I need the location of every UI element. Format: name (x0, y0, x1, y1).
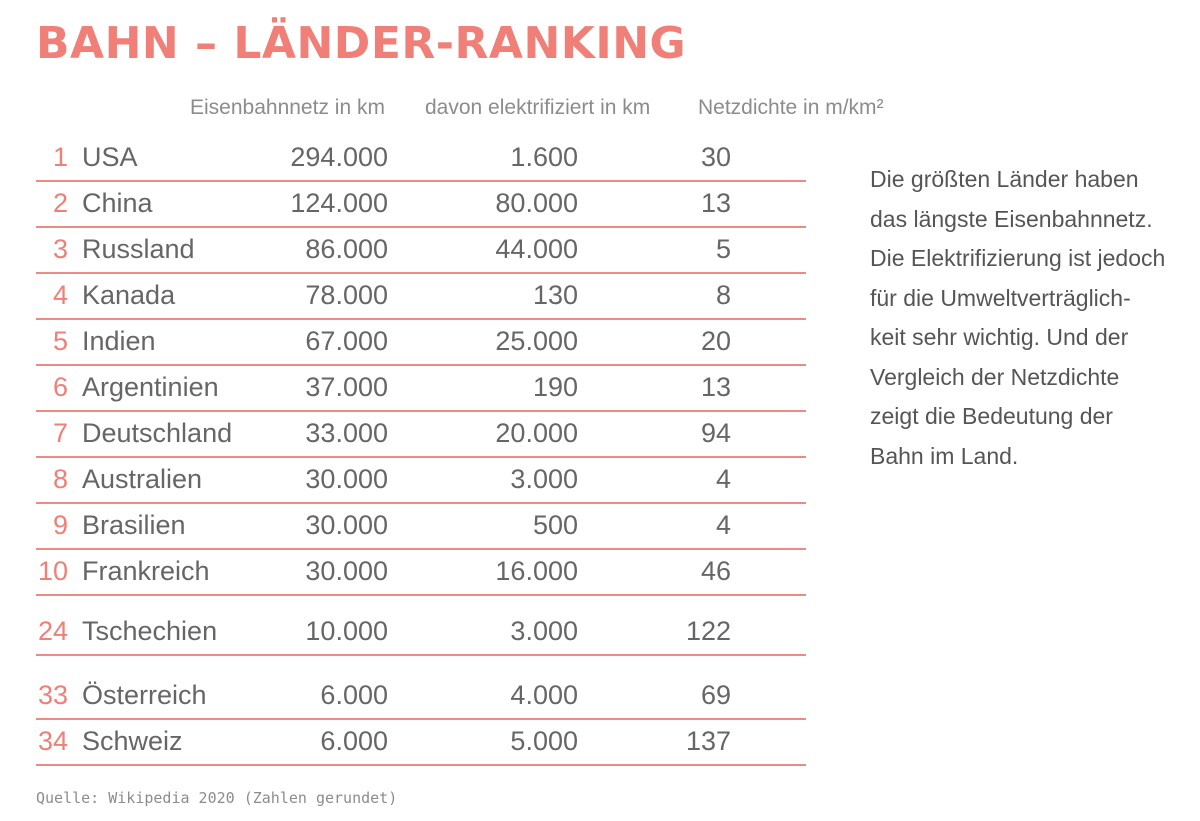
description-text: Die größten Länder haben das längste Eis… (870, 160, 1190, 476)
description-line: Die Elektrifizierung ist jedoch (870, 245, 1166, 271)
country-cell: Österreich (82, 680, 207, 710)
network-length-cell: 6.000 (320, 726, 388, 756)
country-cell: Indien (82, 326, 156, 356)
country-cell: Kanada (82, 280, 176, 310)
rank-cell: 8 (52, 464, 68, 494)
table-row: 33 Österreich 6.000 4.000 69 (36, 676, 806, 720)
network-length-cell: 6.000 (320, 680, 388, 710)
electrified-length-cell: 44.000 (495, 234, 578, 264)
network-density-cell: 122 (685, 616, 731, 646)
electrified-length-cell: 500 (532, 510, 578, 540)
table-row: 6 Argentinien 37.000 190 13 (36, 368, 806, 412)
rank-cell: 34 (37, 726, 68, 756)
country-cell: Australien (82, 464, 203, 494)
network-length-cell: 30.000 (305, 510, 388, 540)
description-line: Die größten Länder haben (870, 166, 1139, 192)
rank-cell: 1 (52, 142, 68, 172)
description-line: Bahn im Land. (870, 442, 1019, 469)
network-density-cell: 13 (700, 188, 731, 218)
description-line: keit sehr wichtig. Und der (870, 324, 1129, 350)
country-cell: Schweiz (82, 726, 183, 756)
electrified-length-cell: 3.000 (510, 616, 578, 646)
country-cell: China (82, 188, 153, 218)
table-row: 34 Schweiz 6.000 5.000 137 (36, 722, 806, 766)
country-cell: USA (82, 142, 138, 172)
electrified-length-cell: 4.000 (510, 680, 578, 710)
rank-cell: 5 (52, 326, 68, 356)
network-density-cell: 94 (700, 418, 731, 448)
table-row: 1 USA 294.000 1.600 30 (36, 138, 806, 182)
column-header-density: Netzdichte in m/km² (698, 96, 884, 119)
network-length-cell: 78.000 (305, 280, 388, 310)
country-cell: Brasilien (82, 510, 186, 540)
network-length-cell: 86.000 (305, 234, 388, 264)
network-density-cell: 30 (700, 142, 731, 172)
page-title: BAHN – LÄNDER-RANKING (36, 18, 687, 69)
electrified-length-cell: 5.000 (510, 726, 578, 756)
network-density-cell: 5 (715, 234, 731, 264)
network-length-cell: 33.000 (305, 418, 388, 448)
table-row: 10 Frankreich 30.000 16.000 46 (36, 552, 806, 596)
network-length-cell: 10.000 (305, 616, 388, 646)
description-line: Vergleich der Netzdichte (870, 363, 1120, 390)
table-row: 9 Brasilien 30.000 500 4 (36, 506, 806, 550)
network-density-cell: 13 (700, 372, 731, 402)
network-length-cell: 30.000 (305, 556, 388, 586)
rank-cell: 7 (52, 418, 68, 448)
electrified-length-cell: 3.000 (510, 464, 578, 494)
description-line: zeigt die Bedeutung der (870, 403, 1113, 429)
table-row: 2 China 124.000 80.000 13 (36, 184, 806, 228)
table-row: 5 Indien 67.000 25.000 20 (36, 322, 806, 366)
electrified-length-cell: 80.000 (495, 188, 578, 218)
network-length-cell: 37.000 (305, 372, 388, 402)
table-row: 3 Russland 86.000 44.000 5 (36, 230, 806, 274)
network-length-cell: 124.000 (290, 188, 388, 218)
network-density-cell: 20 (700, 326, 731, 356)
table-row: 24 Tschechien 10.000 3.000 122 (36, 612, 806, 656)
network-length-cell: 30.000 (305, 464, 388, 494)
rank-cell: 10 (37, 556, 68, 586)
rank-cell: 3 (52, 234, 68, 264)
description-line: für die Umweltverträglich- (870, 284, 1131, 311)
network-density-cell: 8 (715, 280, 731, 310)
rank-cell: 4 (52, 280, 68, 310)
column-header-electrified: davon elektrifiziert in km (425, 96, 651, 119)
country-cell: Deutschland (82, 418, 233, 448)
network-density-cell: 137 (685, 726, 731, 756)
table-row: 7 Deutschland 33.000 20.000 94 (36, 414, 806, 458)
country-cell: Frankreich (82, 556, 210, 586)
electrified-length-cell: 16.000 (495, 556, 578, 586)
country-cell: Argentinien (82, 372, 219, 402)
network-density-cell: 69 (700, 680, 731, 710)
network-density-cell: 4 (715, 510, 731, 540)
table-row: 8 Australien 30.000 3.000 4 (36, 460, 806, 504)
electrified-length-cell: 25.000 (495, 326, 578, 356)
country-cell: Russland (82, 234, 195, 264)
column-header-network: Eisenbahnnetz in km (190, 96, 385, 119)
electrified-length-cell: 190 (532, 372, 578, 402)
network-length-cell: 67.000 (305, 326, 388, 356)
electrified-length-cell: 1.600 (510, 142, 578, 172)
network-density-cell: 46 (700, 556, 731, 586)
rank-cell: 6 (52, 372, 68, 402)
rank-cell: 9 (52, 510, 68, 540)
network-length-cell: 294.000 (290, 142, 388, 172)
table-row: 4 Kanada 78.000 130 8 (36, 276, 806, 320)
source-note: Quelle: Wikipedia 2020 (Zahlen gerundet) (36, 789, 398, 807)
electrified-length-cell: 20.000 (495, 418, 578, 448)
network-density-cell: 4 (715, 464, 731, 494)
rank-cell: 33 (37, 680, 68, 710)
country-cell: Tschechien (82, 616, 218, 646)
rank-cell: 2 (52, 188, 68, 218)
electrified-length-cell: 130 (532, 280, 578, 310)
rank-cell: 24 (37, 616, 68, 646)
description-line: das längste Eisenbahnnetz. (870, 205, 1153, 232)
